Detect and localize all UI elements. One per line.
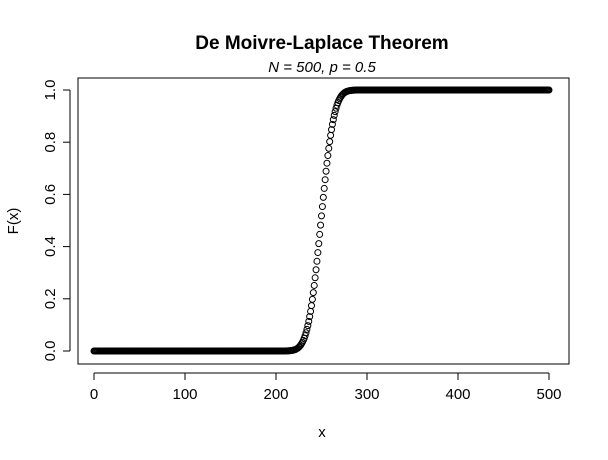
data-point [323,159,331,167]
y-axis-label: F(x) [5,208,22,235]
data-point [319,193,327,201]
data-point [306,313,314,321]
data-point [316,230,324,238]
data-point [328,120,336,128]
x-tick-label: 400 [445,386,470,403]
data-point [308,295,316,303]
data-point [318,212,325,220]
data-point [314,249,322,257]
data-point [330,111,338,119]
x-axis: 0 100 200 300 400 500 [90,372,562,403]
x-tick-label: 500 [536,386,561,403]
data-point [321,176,329,184]
x-axis-label: x [318,424,326,441]
data-point [315,240,323,248]
data-point [313,257,321,265]
y-tick-label: 0.0 [42,341,59,362]
data-point [305,317,313,325]
data-point [320,184,328,192]
data-point [318,203,326,211]
data-point [331,108,339,116]
data-point [327,131,335,139]
chart-subtitle: N = 500, p = 0.5 [268,59,376,76]
y-tick-label: 1.0 [42,80,59,101]
data-point [303,325,311,333]
x-tick-label: 300 [354,386,379,403]
y-tick-label: 0.2 [42,288,59,309]
data-point [311,274,319,282]
data-point [307,302,315,310]
data-point [324,152,332,160]
y-axis: 0.0 0.2 0.4 0.6 0.8 1.0 [42,80,71,362]
x-tick-label: 0 [90,386,98,403]
y-tick-label: 0.4 [42,236,59,257]
data-point [329,116,337,124]
data-points [90,86,553,355]
data-point [301,332,309,340]
data-point [297,340,305,348]
plot-frame [77,77,570,365]
y-tick-label: 0.6 [42,184,59,205]
data-point [309,289,317,297]
data-point [328,126,336,134]
x-tick-label: 100 [172,386,197,403]
y-tick-label: 0.8 [42,132,59,153]
x-tick-label: 200 [263,386,288,403]
data-point [312,266,320,274]
data-point [317,221,325,229]
data-point [326,138,334,146]
data-point [545,86,553,94]
data-point [302,329,310,337]
data-point [304,322,312,330]
data-point [310,281,318,289]
chart-title: De Moivre-Laplace Theorem [195,33,448,54]
data-point [322,167,330,175]
data-point [325,144,333,152]
